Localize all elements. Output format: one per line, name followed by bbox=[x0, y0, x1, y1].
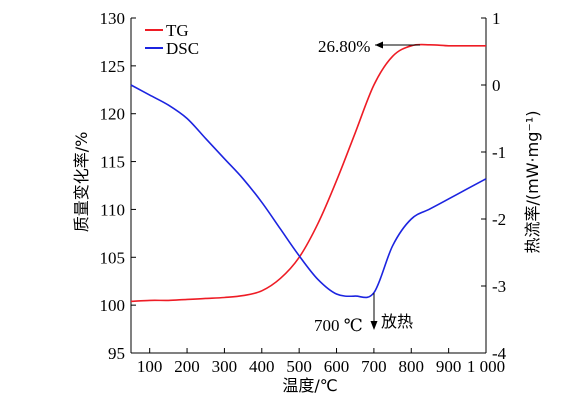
legend: TG DSC bbox=[145, 21, 199, 58]
right-y-axis-ticks: -4 -3 -2 -1 0 1 bbox=[481, 9, 507, 363]
x-tick-label: 300 bbox=[212, 357, 238, 376]
left-y-tick-label: 95 bbox=[108, 344, 125, 363]
left-y-tick-label: 120 bbox=[100, 105, 126, 124]
tg-loss-annotation: 26.80% bbox=[318, 37, 420, 56]
left-y-tick-label: 115 bbox=[100, 153, 125, 172]
left-y-tick-label: 100 bbox=[100, 296, 126, 315]
legend-tg-label: TG bbox=[166, 21, 189, 40]
right-y-tick-label: -4 bbox=[492, 344, 507, 363]
dsc-peak-annotation: 700 ℃ 放热 bbox=[314, 293, 413, 335]
x-tick-label: 1 000 bbox=[467, 357, 505, 376]
right-y-tick-label: -1 bbox=[492, 143, 506, 162]
left-y-tick-label: 125 bbox=[100, 57, 126, 76]
x-tick-label: 100 bbox=[137, 357, 163, 376]
x-tick-label: 900 bbox=[436, 357, 462, 376]
x-tick-label: 500 bbox=[286, 357, 312, 376]
x-tick-label: 800 bbox=[399, 357, 425, 376]
x-tick-label: 700 bbox=[361, 357, 387, 376]
dsc-peak-arrow-head bbox=[370, 321, 378, 330]
tg-loss-label: 26.80% bbox=[318, 37, 370, 56]
right-y-tick-label: 1 bbox=[492, 9, 501, 28]
left-y-tick-label: 110 bbox=[100, 200, 125, 219]
left-y-axis-ticks: 95 100 105 110 115 120 125 130 bbox=[100, 9, 136, 363]
legend-dsc-label: DSC bbox=[166, 39, 199, 58]
left-y-tick-label: 130 bbox=[100, 9, 126, 28]
right-y-tick-label: 0 bbox=[492, 76, 501, 95]
dsc-peak-exotherm-label: 放热 bbox=[381, 312, 413, 331]
x-tick-label: 600 bbox=[324, 357, 350, 376]
right-y-tick-label: -3 bbox=[492, 277, 506, 296]
x-axis-title: 温度/℃ bbox=[282, 376, 337, 395]
plot-frame bbox=[130, 18, 487, 354]
tg-loss-arrow-head bbox=[375, 41, 383, 49]
x-tick-label: 400 bbox=[249, 357, 275, 376]
series-line-dsc bbox=[130, 84, 487, 299]
x-tick-label: 200 bbox=[174, 357, 200, 376]
right-y-tick-label: -2 bbox=[492, 210, 506, 229]
dsc-peak-temperature-label: 700 ℃ bbox=[314, 316, 363, 335]
left-y-axis-title: 质量变化率/% bbox=[72, 132, 91, 233]
x-axis-ticks: 100 200 300 400 500 600 700 800 900 1 000 bbox=[137, 348, 505, 376]
left-y-tick-label: 105 bbox=[100, 248, 126, 267]
series-layer bbox=[130, 43, 487, 303]
series-line-tg bbox=[130, 43, 486, 303]
right-y-axis-title: 热流率/(mW·mg⁻¹) bbox=[523, 111, 542, 254]
